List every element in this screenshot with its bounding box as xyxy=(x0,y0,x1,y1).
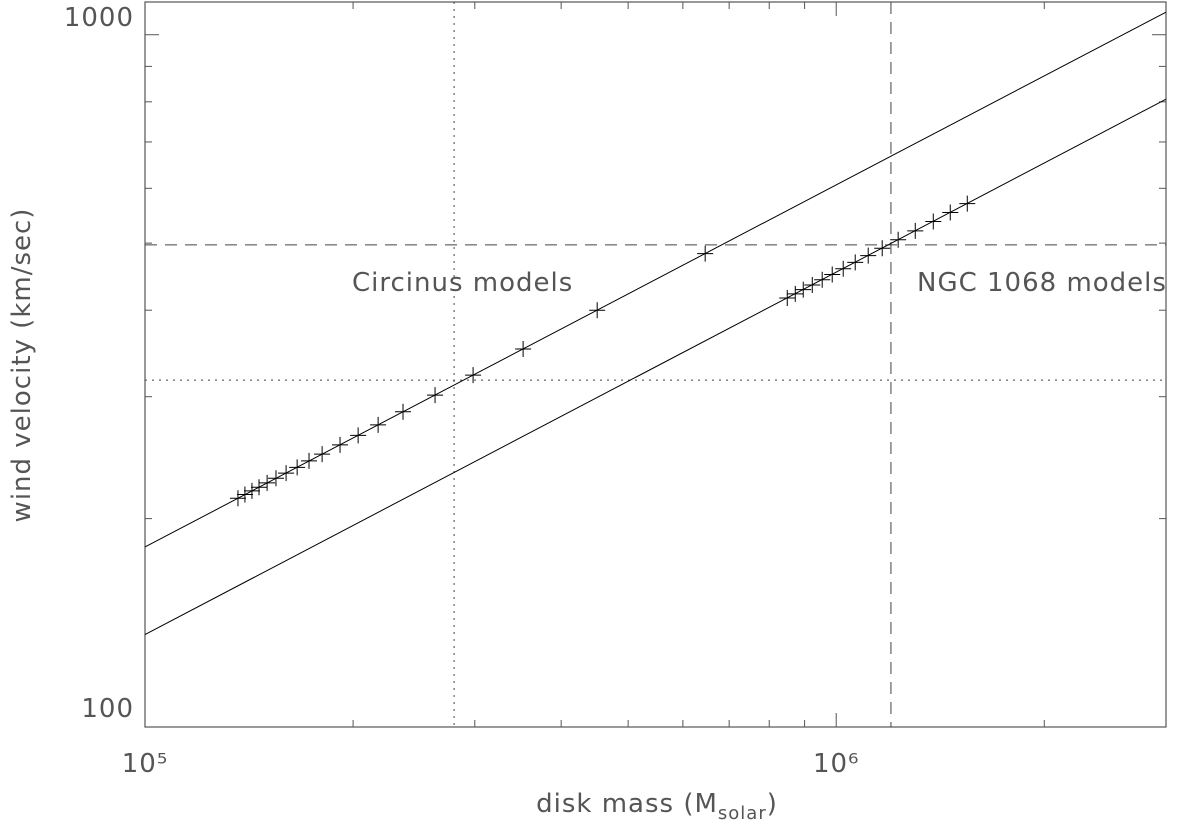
plot-frame xyxy=(144,1,1167,728)
plus-marker xyxy=(824,266,841,283)
annotation: Circinus models xyxy=(352,268,573,298)
plus-marker xyxy=(835,260,852,277)
plus-marker xyxy=(350,427,367,444)
x-label-main: disk mass (M xyxy=(536,789,718,819)
y-tick-label: 1000 xyxy=(64,3,134,33)
plus-marker xyxy=(795,281,812,298)
x-label-end: ) xyxy=(767,789,778,819)
plus-marker xyxy=(259,474,276,491)
plus-marker xyxy=(890,231,907,248)
plus-marker xyxy=(251,479,268,496)
plus-marker xyxy=(314,446,331,463)
plus-marker xyxy=(814,271,831,288)
x-axis-label: disk mass (Msolar) xyxy=(536,789,778,821)
plus-marker xyxy=(243,482,260,499)
plus-marker xyxy=(289,459,306,476)
plus-marker xyxy=(697,245,714,262)
plus-marker xyxy=(229,490,246,507)
plus-marker xyxy=(267,470,284,487)
y-tick-label: 100 xyxy=(81,694,134,724)
plus-marker xyxy=(779,290,796,307)
plus-marker xyxy=(925,213,942,230)
plus-marker xyxy=(301,452,318,469)
plus-marker xyxy=(860,247,877,264)
plus-marker xyxy=(804,277,821,294)
x-tick-label: 10⁵ xyxy=(122,749,169,779)
plus-marker xyxy=(874,240,891,257)
plus-marker xyxy=(959,195,976,212)
plus-marker xyxy=(589,302,606,319)
plus-marker xyxy=(236,486,253,503)
plus-marker xyxy=(465,367,482,384)
plus-marker xyxy=(332,436,349,453)
model-line xyxy=(144,11,1167,548)
x-tick-label: 10⁶ xyxy=(813,749,860,779)
plus-marker xyxy=(907,222,924,239)
plus-marker xyxy=(395,403,412,420)
y-axis-label: wind velocity (km/sec) xyxy=(7,208,37,523)
plus-marker xyxy=(515,340,532,357)
plus-marker xyxy=(278,465,295,482)
model-line xyxy=(144,98,1167,635)
x-label-sub: solar xyxy=(718,803,767,821)
plus-marker xyxy=(427,387,444,404)
annotation: NGC 1068 models xyxy=(917,268,1167,298)
plus-marker xyxy=(787,285,804,302)
plus-marker xyxy=(370,416,387,433)
plus-marker xyxy=(847,254,864,271)
plus-marker xyxy=(942,204,959,221)
